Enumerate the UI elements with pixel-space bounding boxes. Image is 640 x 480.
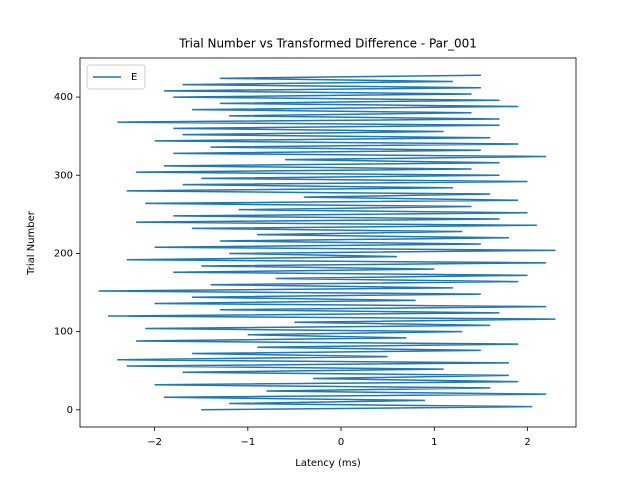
x-tick-label: 0 — [338, 437, 344, 448]
x-tick-label: 1 — [431, 437, 437, 448]
data-line — [98, 74, 556, 411]
y-tick-label: 300 — [54, 170, 73, 181]
plot-frame — [79, 57, 577, 428]
x-tick-label: 2 — [524, 437, 530, 448]
y-tick-label: 200 — [54, 248, 73, 259]
x-axis-label: Latency (ms) — [295, 458, 361, 469]
y-tick-label: 0 — [67, 405, 73, 416]
x-tick-label: −1 — [240, 437, 255, 448]
legend-label: E — [131, 72, 137, 83]
y-tick-label: 100 — [54, 327, 73, 338]
y-tick-label: 400 — [54, 92, 73, 103]
y-axis-label: Trial Number — [26, 210, 37, 276]
x-tick-label: −2 — [147, 437, 162, 448]
chart-title: Trial Number vs Transformed Difference -… — [178, 37, 477, 51]
